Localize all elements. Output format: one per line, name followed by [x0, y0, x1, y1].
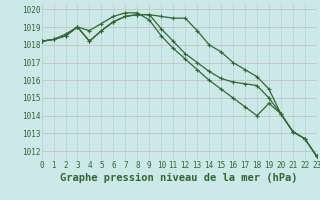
X-axis label: Graphe pression niveau de la mer (hPa): Graphe pression niveau de la mer (hPa) [60, 173, 298, 183]
